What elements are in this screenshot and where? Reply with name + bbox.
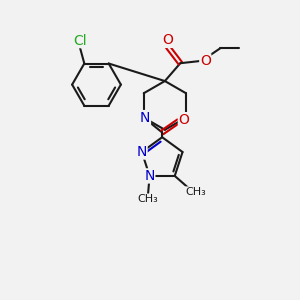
Text: Cl: Cl bbox=[73, 34, 87, 48]
Text: N: N bbox=[136, 145, 147, 159]
Text: CH₃: CH₃ bbox=[138, 194, 158, 204]
Text: CH₃: CH₃ bbox=[185, 187, 206, 197]
Text: O: O bbox=[162, 33, 173, 47]
Text: N: N bbox=[140, 111, 150, 124]
Text: N: N bbox=[144, 169, 155, 183]
Text: O: O bbox=[200, 54, 211, 68]
Text: O: O bbox=[178, 113, 189, 127]
